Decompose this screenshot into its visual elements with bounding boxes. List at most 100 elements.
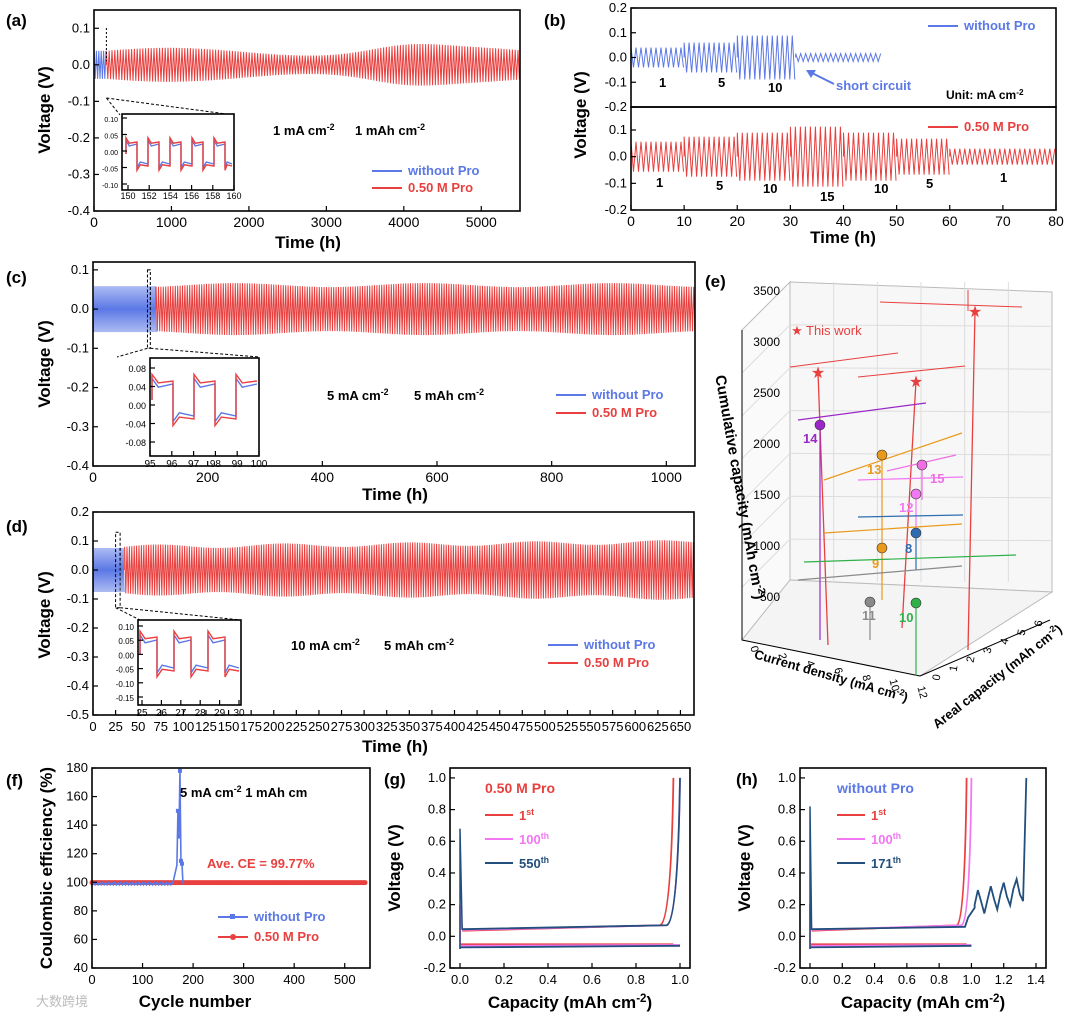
h-y-tick-label: 0.8 <box>778 802 796 817</box>
panel-f: (f) 0 100 200 300 400 500 180 160 140 120 100 80 60 40… <box>6 760 371 1011</box>
d-inset-y-tick: -0.15 <box>116 694 135 703</box>
g-x-tick-label: 0.8 <box>627 972 645 987</box>
e-ref-label: 15 <box>930 471 944 486</box>
d-x-tick-label: 475 <box>511 719 533 734</box>
e-y-tick-label: 3 <box>982 646 995 654</box>
c-y-tick-label: -0.3 <box>67 419 89 434</box>
d-y-tick-label: -0.1 <box>67 591 89 606</box>
e-ref-label: 13 <box>867 462 881 477</box>
e-ref-crosshair <box>857 514 964 518</box>
b-blue-step <box>683 42 738 73</box>
d-y-tick-label: 0.1 <box>71 533 89 548</box>
d-legend-pro: 0.50 M Pro <box>584 655 649 670</box>
panel-b-label: (b) <box>544 11 566 30</box>
b-legend-without-pro: without Pro <box>963 18 1036 33</box>
e-z-tick-label: 3000 <box>753 335 780 349</box>
e-ref-marker <box>916 459 928 471</box>
b-top-rate-label: 10 <box>768 80 782 95</box>
e-y-tick-label: 6 <box>1033 619 1046 627</box>
e-star-crosshair <box>879 301 1023 308</box>
g-y-tick-label: 1.0 <box>428 770 446 785</box>
c-x-tick-label: 400 <box>311 469 335 485</box>
e-x-tick-label: 10 <box>887 678 902 693</box>
d-x-tick-label: 300 <box>353 719 375 734</box>
c-legend-without-pro: without Pro <box>591 387 664 402</box>
g-charge-curve <box>462 777 681 931</box>
e-y-tick-label: 1 <box>948 664 961 672</box>
a-x-tick-label: 5000 <box>466 214 497 230</box>
c-inset-x-tick: 96 <box>166 459 178 470</box>
d-red-trace <box>124 540 694 600</box>
c-inset-y-tick: 0.04 <box>128 383 146 393</box>
d-x-tick-label: 500 <box>534 719 556 734</box>
b-top-rate-label: 5 <box>718 75 725 90</box>
h-y-tick-label: 0.4 <box>778 865 796 880</box>
e-x-tick-label: 0 <box>747 645 760 654</box>
d-zoom-guide <box>115 607 141 621</box>
e-grid-line <box>741 495 791 545</box>
b-y-axis-label: Voltage (V) <box>571 71 590 159</box>
d-x-tick-label: 275 <box>331 719 353 734</box>
panel-d-label: (d) <box>6 517 28 536</box>
g-discharge-curve <box>459 944 681 949</box>
c-inset-x-tick: 95 <box>144 459 156 470</box>
f-legend-red-marker <box>230 934 236 940</box>
a-x-tick-label: 3000 <box>311 214 342 230</box>
e-x-tick-label: 6 <box>831 666 844 675</box>
h-x-tick-label: 1.4 <box>1027 972 1045 987</box>
a-y-tick-label: -0.4 <box>68 203 90 218</box>
f-x-tick-label: 400 <box>283 972 305 987</box>
c-inset-frame <box>149 357 260 457</box>
b-bottom-y-tick: 0.1 <box>609 122 627 137</box>
panel-g-label: (g) <box>384 770 406 789</box>
a-x-tick-label: 0 <box>90 214 98 230</box>
b-red-step <box>949 148 1056 165</box>
e-x-axis <box>741 639 921 677</box>
c-y-tick-label: -0.4 <box>67 458 89 473</box>
a-inset-x-tick: 154 <box>163 191 178 201</box>
h-x-tick-label: 0.6 <box>898 972 916 987</box>
c-zoom-guide <box>116 347 148 358</box>
b-red-step <box>736 132 791 181</box>
d-zoom-box <box>115 531 121 609</box>
b-bottom-y-tick: 0.0 <box>609 149 627 164</box>
g-charge-curve <box>462 777 675 932</box>
a-condition-current: 1 mA cm-2 <box>273 122 335 138</box>
d-x-tick-label: 175 <box>240 719 262 734</box>
h-title: without Pro <box>836 780 914 796</box>
e-z-tick-label: 1500 <box>753 488 780 502</box>
f-blue-point <box>177 768 182 773</box>
d-inset-x-tick: 29 <box>214 708 226 719</box>
e-star-crosshair <box>857 365 966 378</box>
b-bottom-rate-label: 10 <box>763 181 777 196</box>
d-y-tick-label: -0.3 <box>67 649 89 664</box>
c-inset-x-tick: 99 <box>232 459 244 470</box>
b-top-rate-label: 1 <box>659 75 666 90</box>
f-y-tick-label: 80 <box>74 903 88 918</box>
d-x-tick-label: 125 <box>195 719 217 734</box>
b-x-tick-label: 10 <box>676 213 692 229</box>
d-inset-y-tick: -0.10 <box>116 680 135 689</box>
d-x-tick-label: 50 <box>131 719 145 734</box>
f-axes-frame <box>91 767 371 969</box>
a-inset-y-tick: 0.05 <box>104 134 118 141</box>
a-x-tick-label: 1000 <box>156 214 187 230</box>
h-discharge-curve <box>809 944 972 949</box>
panel-c: (c) 0 200 400 600 800 1000 0.1 0.0 -0.1 -0.2 -0.3 -0… <box>6 261 696 504</box>
h-charge-curve <box>811 777 1028 931</box>
a-y-tick-label: -0.3 <box>68 166 90 181</box>
c-y-tick-label: -0.1 <box>67 340 89 355</box>
d-inset-x-tick: 26 <box>156 708 168 719</box>
e-star-stem <box>967 310 976 651</box>
d-y-tick-label: 0.2 <box>71 504 89 519</box>
b-bottom-rate-label: 5 <box>716 178 723 193</box>
d-inset-x-tick: 28 <box>195 708 207 719</box>
f-x-tick-label: 0 <box>88 972 95 987</box>
e-ref-marker <box>910 488 922 500</box>
b-red-step <box>843 132 897 181</box>
h-y-tick-label: 0.2 <box>778 897 796 912</box>
e-ref-marker <box>876 542 888 554</box>
e-ref-marker <box>876 449 888 461</box>
e-y-tick-label: 5 <box>1016 628 1029 636</box>
panel-g: (g)0.0 0.2 0.4 0.6 0.8 1.01.00.80.60.40.20.0-… <box>384 767 691 1012</box>
